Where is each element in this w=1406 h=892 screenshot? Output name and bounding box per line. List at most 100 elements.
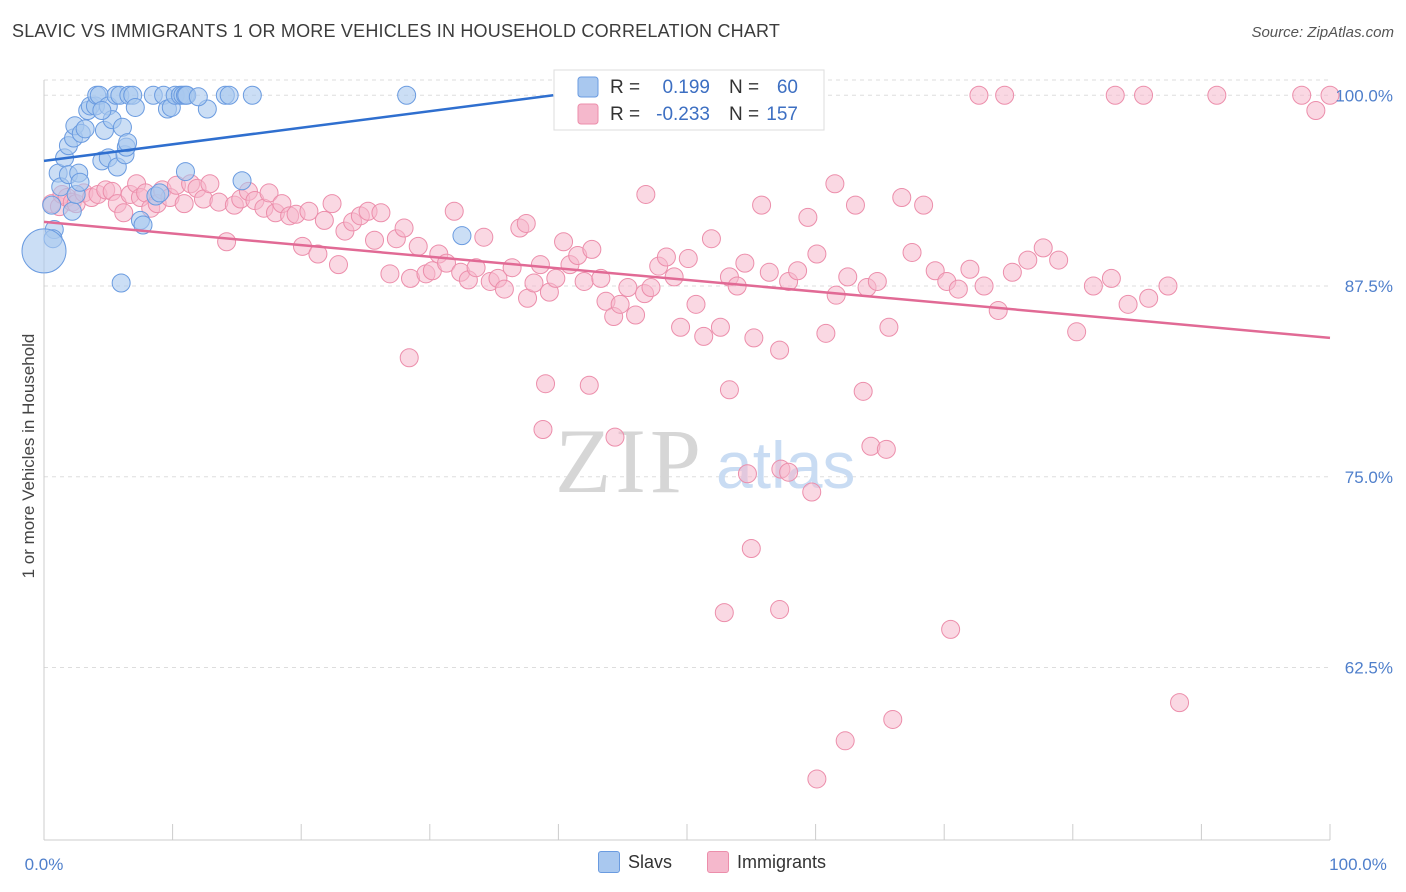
immigrants-point (788, 261, 808, 281)
immigrants-point (867, 271, 887, 291)
slavs-point (150, 183, 170, 203)
immigrants-point (656, 247, 676, 267)
immigrants-point (948, 279, 968, 299)
immigrants-point (816, 323, 836, 343)
slavs-point-large (21, 228, 67, 274)
immigrants-point (807, 769, 827, 789)
legend-item-immigrants[interactable]: Immigrants (707, 851, 826, 873)
immigrants-point (591, 268, 611, 288)
immigrants-point (209, 192, 229, 212)
legend-label-slavs: Slavs (628, 851, 673, 872)
y-tick-label: 100.0% (1335, 86, 1393, 105)
immigrants-point (807, 244, 827, 264)
source-label: Source: ZipAtlas.com (1251, 24, 1394, 41)
immigrants-point (969, 85, 989, 105)
immigrants-point (719, 380, 739, 400)
immigrants-r-value: -0.233 (656, 104, 710, 125)
immigrants-point (641, 278, 661, 298)
immigrants-r-label: R = (610, 104, 640, 125)
immigrants-point (536, 374, 556, 394)
immigrants-point (200, 174, 220, 194)
y-tick-label: 62.5% (1345, 659, 1393, 678)
immigrants-point (941, 619, 961, 639)
immigrants-point (636, 184, 656, 204)
slavs-point (92, 101, 112, 121)
immigrants-point (664, 267, 684, 287)
immigrants-point (988, 300, 1008, 320)
immigrants-point (530, 255, 550, 275)
slavs-r-label: R = (610, 77, 640, 98)
stats-legend-box (553, 69, 825, 131)
immigrants-point (1067, 322, 1087, 342)
immigrants-point (474, 227, 494, 247)
immigrants-point (861, 436, 881, 456)
legend-item-slavs[interactable]: Slavs (598, 851, 672, 873)
immigrants-legend-swatch (577, 103, 599, 125)
slavs-point (452, 226, 472, 246)
slavs-point (242, 85, 262, 105)
immigrants-point (694, 326, 714, 346)
immigrants-point (494, 279, 514, 299)
immigrants-point (671, 317, 691, 337)
immigrants-points (42, 85, 1340, 789)
slavs-point (188, 87, 208, 107)
slavs-point (42, 195, 62, 215)
immigrants-point (399, 348, 419, 368)
immigrants-point (686, 294, 706, 314)
immigrants-point (802, 482, 822, 502)
immigrants-point (444, 201, 464, 221)
immigrants-point (217, 232, 237, 252)
immigrants-point (314, 210, 334, 230)
slavs-point (232, 171, 252, 191)
y-tick-labels: 62.5% 75.0% 87.5% 100.0% (1335, 86, 1393, 677)
immigrants-point (328, 255, 348, 275)
immigrants-point (714, 603, 734, 623)
immigrants-point (960, 259, 980, 279)
immigrants-point (678, 249, 698, 269)
immigrants-point (710, 317, 730, 337)
immigrants-point (114, 203, 134, 223)
immigrants-point (744, 328, 764, 348)
immigrants-point (1018, 250, 1038, 270)
immigrants-point (1134, 85, 1154, 105)
immigrants-swatch (707, 851, 729, 873)
immigrants-n-value: 157 (766, 104, 798, 125)
immigrants-point (876, 439, 896, 459)
chart-title: SLAVIC VS IMMIGRANTS 1 OR MORE VEHICLES … (12, 21, 781, 41)
slavs-n-label: N = (729, 77, 759, 98)
immigrants-point (879, 317, 899, 337)
y-axis-title: 1 or more Vehicles in Household (19, 334, 38, 579)
immigrants-point (618, 278, 638, 298)
immigrants-point (524, 273, 544, 293)
immigrants-point (1105, 85, 1125, 105)
immigrants-point (701, 229, 721, 249)
immigrants-point (892, 188, 912, 208)
slavs-point (125, 97, 145, 117)
immigrants-point (1158, 276, 1178, 296)
immigrants-point (914, 195, 934, 215)
immigrants-point (1083, 276, 1103, 296)
immigrants-point (308, 244, 328, 264)
slavs-point (175, 162, 195, 182)
immigrants-point (299, 201, 319, 221)
immigrants-point (502, 258, 522, 278)
slavs-point (111, 273, 131, 293)
immigrants-point (610, 294, 630, 314)
immigrants-point (1306, 101, 1326, 121)
immigrants-point (735, 253, 755, 273)
immigrants-point (408, 236, 428, 256)
immigrants-point (741, 539, 761, 559)
y-tick-label: 87.5% (1345, 277, 1393, 296)
immigrants-point (365, 230, 385, 250)
immigrants-point (902, 242, 922, 262)
immigrants-point (1320, 85, 1340, 105)
legend-label-immigrants: Immigrants (737, 851, 827, 872)
immigrants-point (466, 258, 486, 278)
immigrants-point (1207, 85, 1227, 105)
immigrants-point (1118, 294, 1138, 314)
immigrants-point (770, 600, 790, 620)
immigrants-point (546, 268, 566, 288)
immigrants-point (1002, 262, 1022, 282)
stats-legend: R = 0.199 N = 60 R = -0.233 N = 157 (553, 69, 825, 131)
immigrants-point (759, 262, 779, 282)
